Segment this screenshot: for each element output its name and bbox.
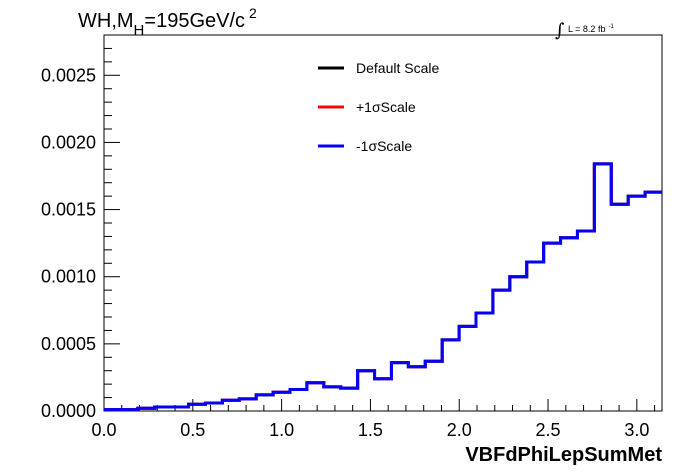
legend-label: Default Scale [356,60,439,76]
chart-title-rest: =195GeV/c [144,10,245,32]
series-line-0 [104,162,662,412]
x-tick-label: 0.0 [91,420,116,440]
lumi-superscript: -1 [608,24,614,30]
x-tick-label: 1.0 [269,420,294,440]
chart-title-superscript: 2 [249,5,257,21]
lumi-integral-symbol: ∫ [555,20,565,41]
legend: Default Scale +1σScale -1σScale [318,60,439,154]
y-tick-label: 0.0015 [41,200,96,220]
axis-ticks [103,34,656,412]
x-tick-label: 2.5 [536,420,561,440]
axis-tick-labels: 0.0 0.5 1.0 1.5 2.0 2.5 3.0 0.0000 0.0005 0.0010 0… [41,65,649,440]
x-tick-label: 1.5 [358,420,383,440]
legend-label: -1σScale [356,138,412,154]
plot-frame [103,34,663,412]
y-tick-label: 0.0005 [41,334,96,354]
series-line-2 [104,162,662,412]
lumi-text: L = 8.2 fb [568,24,605,34]
y-tick-label: 0.0025 [41,65,96,85]
chart-title: WH,MH=195GeV/c 2 [78,5,257,39]
x-axis-title: VBFdPhiLepSumMet [465,444,662,466]
chart-title-main: WH,M [78,10,134,32]
chart-title-subscript: H [134,22,145,39]
x-tick-label: 3.0 [624,420,649,440]
y-tick-label: 0.0000 [41,401,96,421]
y-tick-label: 0.0020 [41,132,96,152]
x-tick-label: 2.0 [447,420,472,440]
y-tick-label: 0.0010 [41,267,96,287]
x-tick-label: 0.5 [180,420,205,440]
legend-label: +1σScale [356,99,416,115]
series-group [104,162,662,412]
lumi-label: L = 8.2 fb -1 [568,24,614,34]
series-line-1 [104,162,662,412]
